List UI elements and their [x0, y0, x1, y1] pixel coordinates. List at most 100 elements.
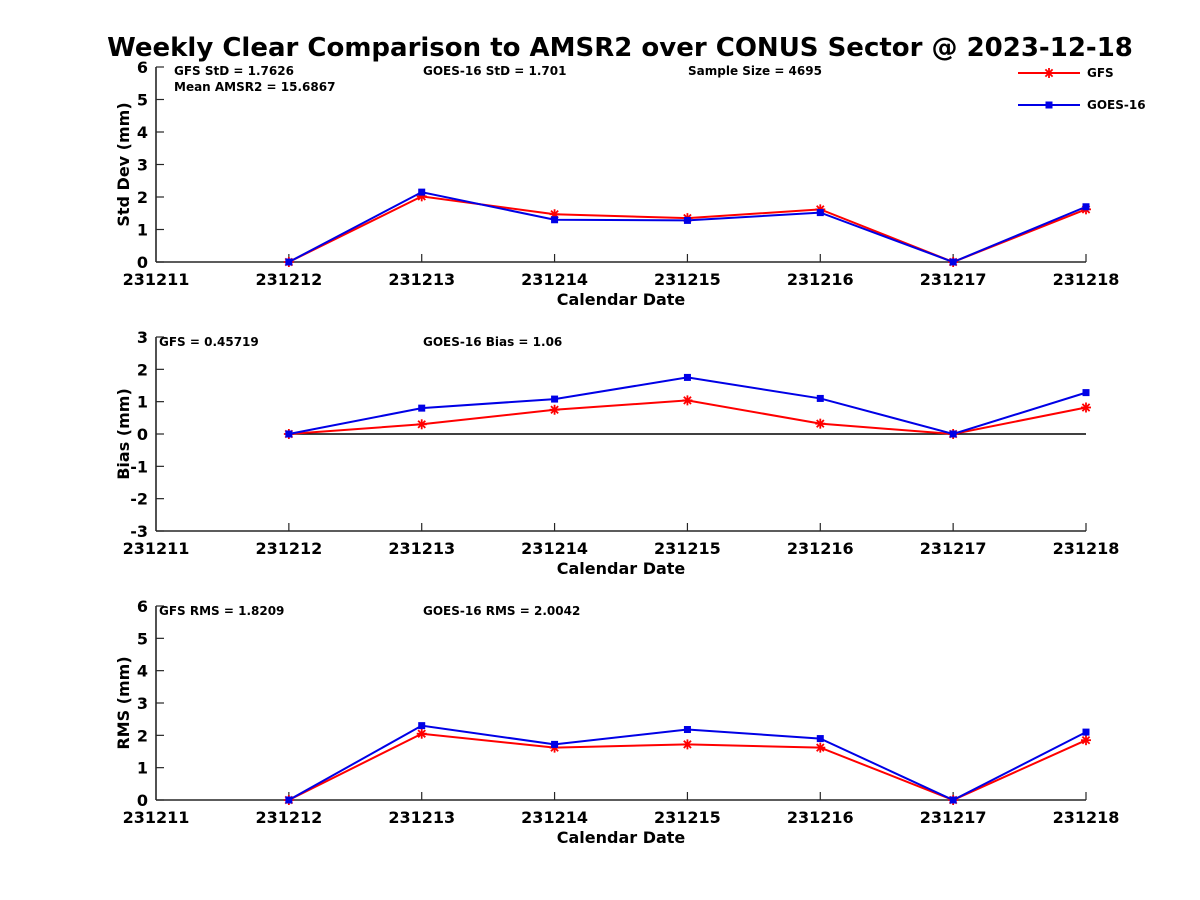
- data-point-goes-16: [418, 188, 426, 196]
- x-tick-label: 231217: [920, 270, 987, 289]
- legend-item-goes-16: GOES-16: [1018, 98, 1146, 112]
- x-tick-label: 231213: [388, 270, 455, 289]
- data-point-goes-16: [1082, 203, 1090, 211]
- x-tick-label: 231212: [255, 270, 322, 289]
- data-point-gfs: [682, 739, 693, 750]
- x-tick-label: 231216: [787, 270, 854, 289]
- chart-title: Weekly Clear Comparison to AMSR2 over CO…: [107, 33, 1133, 63]
- data-point-goes-16: [816, 394, 824, 402]
- y-tick-label: 6: [137, 58, 148, 77]
- data-point-goes-16: [949, 258, 957, 266]
- x-tick-label: 231213: [388, 808, 455, 827]
- y-tick-label: 3: [137, 156, 148, 175]
- x-tick-label: 231215: [654, 270, 721, 289]
- y-tick-label: -2: [130, 490, 148, 509]
- legend-label: GOES-16: [1087, 98, 1146, 112]
- x-tick-label: 231211: [123, 808, 190, 827]
- legend-marker: [1044, 68, 1054, 78]
- panel-bias: -3 -2 -1 0 1 2 3 231211 231212 231213 231214 231215…: [114, 328, 1119, 578]
- x-axis-label: Calendar Date: [557, 290, 686, 309]
- y-axis-label: RMS (mm): [114, 656, 133, 749]
- data-point-goes-16: [285, 430, 293, 438]
- data-point-gfs: [682, 395, 693, 406]
- x-tick-label: 231218: [1053, 539, 1120, 558]
- y-tick-label: 5: [137, 91, 148, 110]
- x-tick-label: 231218: [1053, 808, 1120, 827]
- data-point-goes-16: [1082, 728, 1090, 736]
- panel-stddev: 0 1 2 3 4 5 6 231211 231212 231213 231214 231215 231…: [114, 58, 1119, 309]
- x-tick-label: 231213: [388, 539, 455, 558]
- y-tick-label: 3: [137, 328, 148, 347]
- y-tick-label: -1: [130, 457, 148, 476]
- x-tick-label: 231214: [521, 539, 588, 558]
- x-tick-label: 231215: [654, 808, 721, 827]
- stat-annotation: Sample Size = 4695: [688, 64, 822, 78]
- data-point-gfs: [416, 728, 427, 739]
- data-point-goes-16: [683, 726, 691, 734]
- data-point-goes-16: [683, 216, 691, 224]
- data-point-goes-16: [551, 740, 559, 748]
- x-tick-label: 231211: [123, 539, 190, 558]
- series-line-gfs: [288, 195, 1087, 264]
- stat-annotation: Mean AMSR2 = 15.6867: [174, 80, 335, 94]
- data-point-goes-16: [418, 404, 426, 412]
- x-axis-label: Calendar Date: [557, 828, 686, 847]
- y-tick-label: 6: [137, 597, 148, 616]
- x-tick-label: 231214: [521, 808, 588, 827]
- data-point-gfs: [815, 418, 826, 429]
- x-tick-label: 231211: [123, 270, 190, 289]
- x-tick-label: 231212: [255, 808, 322, 827]
- stat-annotation: GFS RMS = 1.8209: [159, 604, 284, 618]
- data-point-goes-16: [683, 373, 691, 381]
- y-tick-label: 3: [137, 694, 148, 713]
- x-tick-label: 231216: [787, 539, 854, 558]
- y-tick-label: 4: [137, 123, 148, 142]
- data-point-gfs: [549, 404, 560, 415]
- legend-marker: [1045, 101, 1053, 109]
- y-axis-label: Bias (mm): [114, 388, 133, 480]
- panel-rms: 0 1 2 3 4 5 6 231211 231212 231213 231214 231215 231…: [114, 597, 1119, 847]
- x-tick-label: 231212: [255, 539, 322, 558]
- stat-annotation: GFS = 0.45719: [159, 335, 259, 349]
- y-tick-label: -3: [130, 522, 148, 541]
- y-tick-label: 0: [137, 791, 148, 810]
- stat-annotation: GOES-16 Bias = 1.06: [423, 335, 562, 349]
- x-tick-label: 231217: [920, 539, 987, 558]
- data-point-gfs: [1081, 735, 1091, 746]
- legend: GFS GOES-16: [1018, 66, 1146, 112]
- x-tick-label: 231214: [521, 270, 588, 289]
- data-point-goes-16: [285, 796, 293, 804]
- x-tick-label: 231218: [1053, 270, 1120, 289]
- x-tick-label: 231215: [654, 539, 721, 558]
- y-axis-label: Std Dev (mm): [114, 102, 133, 226]
- data-point-goes-16: [285, 258, 293, 266]
- data-point-gfs: [1081, 402, 1091, 413]
- data-point-goes-16: [1082, 389, 1090, 397]
- x-tick-label: 231216: [787, 808, 854, 827]
- stat-annotation: GFS StD = 1.7626: [174, 64, 294, 78]
- y-tick-label: 1: [137, 393, 148, 412]
- y-tick-label: 4: [137, 662, 148, 681]
- y-tick-label: 2: [137, 188, 148, 207]
- data-point-goes-16: [418, 722, 426, 730]
- y-tick-label: 2: [137, 360, 148, 379]
- data-point-goes-16: [816, 735, 824, 743]
- data-point-goes-16: [551, 216, 559, 224]
- legend-label: GFS: [1087, 66, 1114, 80]
- data-point-goes-16: [949, 430, 957, 438]
- y-tick-label: 1: [137, 221, 148, 240]
- y-tick-label: 1: [137, 759, 148, 778]
- y-tick-label: 0: [137, 425, 148, 444]
- data-point-gfs: [815, 742, 826, 753]
- data-point-gfs: [416, 419, 427, 430]
- y-tick-label: 0: [137, 253, 148, 272]
- x-axis-label: Calendar Date: [557, 559, 686, 578]
- data-point-goes-16: [949, 796, 957, 804]
- stat-annotation: GOES-16 RMS = 2.0042: [423, 604, 580, 618]
- stat-annotation: GOES-16 StD = 1.701: [423, 64, 566, 78]
- legend-item-gfs: GFS: [1018, 66, 1114, 80]
- y-tick-label: 5: [137, 629, 148, 648]
- x-tick-label: 231217: [920, 808, 987, 827]
